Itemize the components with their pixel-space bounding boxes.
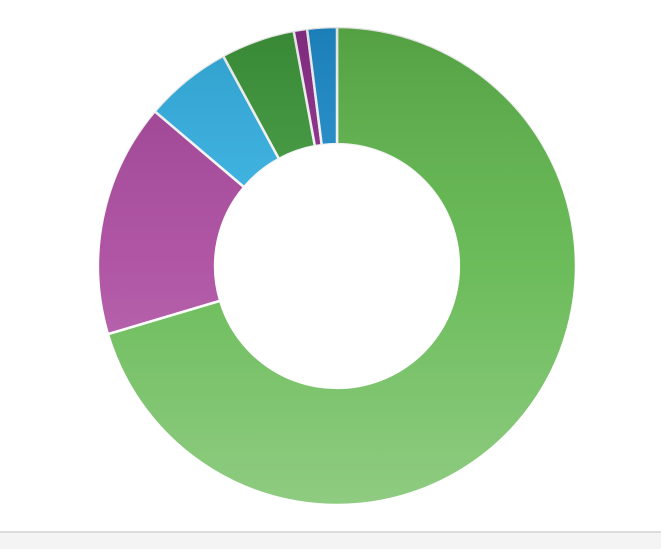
footer-strip xyxy=(0,533,661,549)
